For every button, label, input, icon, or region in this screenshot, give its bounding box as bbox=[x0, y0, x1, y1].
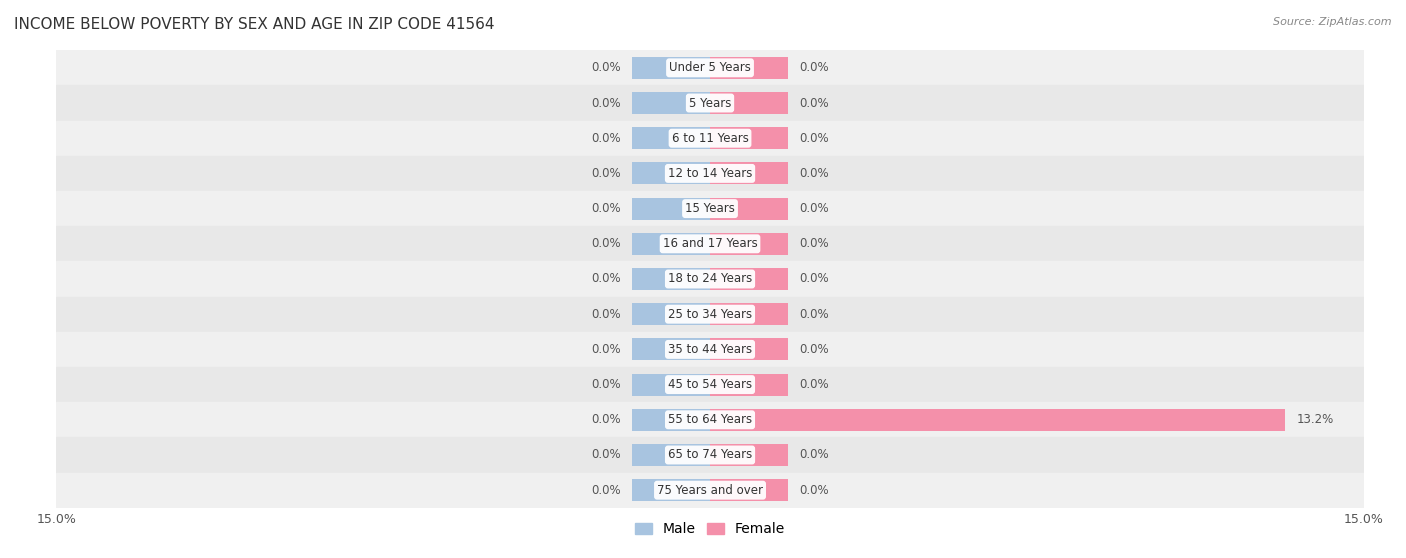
Bar bbox=[710, 198, 789, 219]
Bar bbox=[710, 162, 789, 184]
Bar bbox=[56, 121, 1364, 156]
Bar bbox=[710, 444, 789, 466]
Bar bbox=[631, 374, 710, 396]
Text: 0.0%: 0.0% bbox=[591, 132, 620, 145]
Text: 0.0%: 0.0% bbox=[591, 61, 620, 74]
Text: 35 to 44 Years: 35 to 44 Years bbox=[668, 343, 752, 356]
Bar bbox=[56, 297, 1364, 332]
Bar bbox=[631, 162, 710, 184]
Bar bbox=[56, 85, 1364, 121]
Bar bbox=[710, 304, 789, 325]
Bar bbox=[56, 226, 1364, 261]
Text: 0.0%: 0.0% bbox=[800, 484, 830, 497]
Bar bbox=[710, 92, 789, 114]
Text: INCOME BELOW POVERTY BY SEX AND AGE IN ZIP CODE 41564: INCOME BELOW POVERTY BY SEX AND AGE IN Z… bbox=[14, 17, 495, 32]
Bar bbox=[710, 233, 789, 254]
Bar bbox=[56, 332, 1364, 367]
Bar bbox=[56, 156, 1364, 191]
Text: 0.0%: 0.0% bbox=[800, 167, 830, 180]
Text: 0.0%: 0.0% bbox=[591, 237, 620, 251]
Bar bbox=[631, 409, 710, 431]
Text: 15 Years: 15 Years bbox=[685, 202, 735, 215]
Text: Under 5 Years: Under 5 Years bbox=[669, 61, 751, 74]
Text: 0.0%: 0.0% bbox=[591, 378, 620, 391]
Text: 0.0%: 0.0% bbox=[591, 343, 620, 356]
Text: 0.0%: 0.0% bbox=[800, 97, 830, 109]
Text: 0.0%: 0.0% bbox=[591, 167, 620, 180]
Text: 18 to 24 Years: 18 to 24 Years bbox=[668, 272, 752, 286]
Text: 12 to 14 Years: 12 to 14 Years bbox=[668, 167, 752, 180]
Text: 0.0%: 0.0% bbox=[591, 307, 620, 321]
Text: 0.0%: 0.0% bbox=[800, 449, 830, 461]
Bar bbox=[56, 473, 1364, 508]
Bar bbox=[710, 479, 789, 501]
Bar bbox=[631, 479, 710, 501]
Text: 0.0%: 0.0% bbox=[591, 272, 620, 286]
Text: 0.0%: 0.0% bbox=[591, 449, 620, 461]
Bar bbox=[56, 437, 1364, 473]
Text: 65 to 74 Years: 65 to 74 Years bbox=[668, 449, 752, 461]
Bar bbox=[56, 50, 1364, 85]
Bar bbox=[631, 268, 710, 290]
Bar bbox=[631, 198, 710, 219]
Text: 5 Years: 5 Years bbox=[689, 97, 731, 109]
Text: 6 to 11 Years: 6 to 11 Years bbox=[672, 132, 748, 145]
Bar bbox=[631, 444, 710, 466]
Text: 75 Years and over: 75 Years and over bbox=[657, 484, 763, 497]
Text: 0.0%: 0.0% bbox=[800, 307, 830, 321]
Text: 16 and 17 Years: 16 and 17 Years bbox=[662, 237, 758, 251]
Bar bbox=[631, 57, 710, 79]
Text: 0.0%: 0.0% bbox=[800, 132, 830, 145]
Bar bbox=[710, 57, 789, 79]
Bar bbox=[631, 304, 710, 325]
Bar bbox=[710, 374, 789, 396]
Text: 13.2%: 13.2% bbox=[1296, 413, 1333, 426]
Text: 0.0%: 0.0% bbox=[591, 202, 620, 215]
Bar bbox=[631, 233, 710, 254]
Bar bbox=[710, 409, 1285, 431]
Text: 0.0%: 0.0% bbox=[800, 343, 830, 356]
Text: Source: ZipAtlas.com: Source: ZipAtlas.com bbox=[1274, 17, 1392, 27]
Bar bbox=[710, 339, 789, 360]
Text: 0.0%: 0.0% bbox=[800, 237, 830, 251]
Bar bbox=[710, 127, 789, 149]
Text: 0.0%: 0.0% bbox=[800, 61, 830, 74]
Bar bbox=[56, 367, 1364, 402]
Text: 0.0%: 0.0% bbox=[800, 202, 830, 215]
Bar bbox=[631, 92, 710, 114]
Text: 0.0%: 0.0% bbox=[591, 97, 620, 109]
Text: 0.0%: 0.0% bbox=[800, 272, 830, 286]
Bar bbox=[56, 191, 1364, 226]
Bar bbox=[710, 268, 789, 290]
Bar bbox=[56, 402, 1364, 437]
Text: 0.0%: 0.0% bbox=[591, 484, 620, 497]
Text: 55 to 64 Years: 55 to 64 Years bbox=[668, 413, 752, 426]
Bar bbox=[56, 261, 1364, 297]
Text: 45 to 54 Years: 45 to 54 Years bbox=[668, 378, 752, 391]
Text: 0.0%: 0.0% bbox=[800, 378, 830, 391]
Text: 0.0%: 0.0% bbox=[591, 413, 620, 426]
Bar bbox=[631, 127, 710, 149]
Legend: Male, Female: Male, Female bbox=[630, 517, 790, 542]
Text: 25 to 34 Years: 25 to 34 Years bbox=[668, 307, 752, 321]
Bar bbox=[631, 339, 710, 360]
